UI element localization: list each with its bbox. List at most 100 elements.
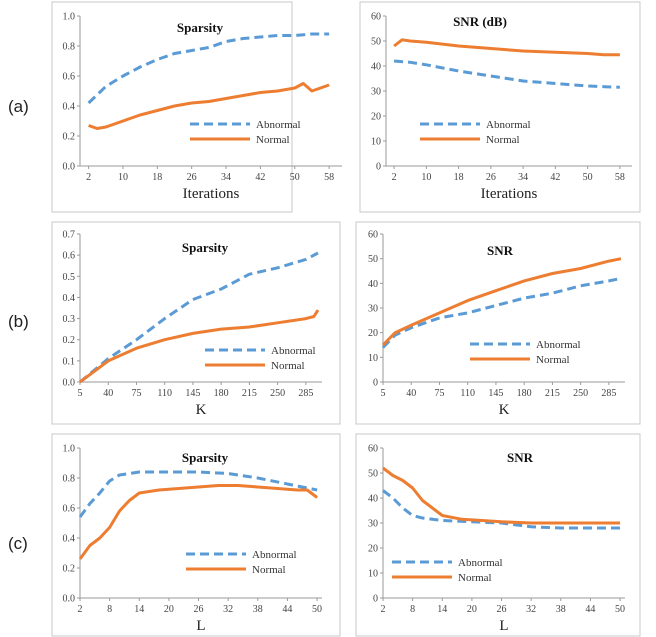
- y-tick-label: 0.8: [63, 42, 76, 53]
- x-axis-label: Iterations: [481, 186, 538, 202]
- y-tick-label: 30: [368, 304, 378, 315]
- y-tick-label: 50: [368, 469, 378, 480]
- x-tick-label: 58: [324, 172, 334, 183]
- y-tick-label: 0: [376, 162, 381, 173]
- x-tick-label: 42: [550, 172, 560, 183]
- x-tick-label: 285: [601, 388, 616, 399]
- x-tick-label: 34: [221, 172, 231, 183]
- y-tick-label: 0.4: [63, 293, 76, 304]
- series-line-normal: [88, 82, 330, 130]
- y-tick-label: 0.6: [63, 504, 76, 515]
- x-tick-label: 58: [615, 172, 625, 183]
- row-label-c: (c): [8, 534, 28, 553]
- series-line-abnormal: [78, 470, 318, 518]
- x-tick-label: 180: [517, 388, 532, 399]
- x-tick-label: 215: [545, 388, 560, 399]
- x-tick-label: 110: [157, 388, 172, 399]
- legend-label-abnormal: Abnormal: [486, 119, 531, 131]
- x-tick-label: 26: [497, 604, 507, 615]
- y-tick-label: 20: [368, 544, 378, 555]
- y-tick-label: 0.4: [63, 102, 76, 113]
- x-tick-label: 215: [242, 388, 257, 399]
- y-tick-label: 0.4: [63, 534, 76, 545]
- x-tick-label: 2: [78, 604, 83, 615]
- y-tick-label: 20: [368, 328, 378, 339]
- y-tick-label: 20: [371, 112, 381, 123]
- x-tick-label: 20: [467, 604, 477, 615]
- x-tick-label: 50: [290, 172, 300, 183]
- y-tick-label: 0.7: [63, 230, 76, 241]
- x-axis-label: L: [499, 618, 508, 634]
- x-tick-label: 34: [518, 172, 528, 183]
- chart-title: Sparsity: [182, 240, 229, 255]
- y-tick-label: 40: [368, 279, 378, 290]
- series-line-normal: [79, 309, 320, 384]
- series-line-normal: [393, 38, 620, 57]
- chart-panel-4: 0.0 0.2 0.4 0.6 0.8 1.0 2 8 14 20 26 32 38 44 50 L Spars…: [51, 433, 341, 637]
- x-tick-label: 14: [134, 604, 144, 615]
- chart-title: Sparsity: [182, 450, 229, 465]
- x-tick-label: 10: [118, 172, 128, 183]
- x-tick-label: 110: [460, 388, 475, 399]
- x-tick-label: 2: [392, 172, 397, 183]
- x-tick-label: 8: [410, 604, 415, 615]
- y-tick-label: 0.0: [63, 162, 76, 173]
- row-label-a: (a): [8, 97, 29, 116]
- y-tick-label: 0.2: [63, 132, 76, 143]
- y-tick-label: 40: [368, 494, 378, 505]
- series-line-abnormal: [393, 59, 620, 89]
- series-line-normal: [78, 484, 319, 560]
- y-tick-label: 0.1: [63, 356, 76, 367]
- x-tick-label: 2: [86, 172, 91, 183]
- y-tick-label: 1.0: [63, 12, 76, 23]
- legend-label-normal: Normal: [252, 564, 286, 576]
- y-tick-label: 60: [368, 230, 378, 241]
- y-tick-label: 10: [368, 569, 378, 580]
- y-tick-label: 60: [368, 444, 378, 455]
- x-tick-label: 32: [223, 604, 233, 615]
- legend-label-abnormal: Abnormal: [256, 119, 301, 131]
- y-tick-label: 10: [368, 353, 378, 364]
- y-tick-label: 10: [371, 137, 381, 148]
- x-tick-label: 8: [107, 604, 112, 615]
- y-tick-label: 0.6: [63, 72, 76, 83]
- x-tick-label: 10: [421, 172, 431, 183]
- y-tick-label: 0.6: [63, 251, 76, 262]
- y-tick-label: 50: [368, 254, 378, 265]
- panel-frame: [355, 221, 641, 425]
- chart-panel-5: 0 10 20 30 40 50 60 2 8 14 20 26 32 38 44 50 L SNR Abnorma…: [355, 433, 641, 637]
- y-tick-label: 30: [371, 87, 381, 98]
- x-tick-label: 2: [381, 604, 386, 615]
- x-axis-label: K: [196, 402, 207, 418]
- x-tick-label: 38: [556, 604, 566, 615]
- x-axis-label: K: [499, 402, 510, 418]
- panel-frame: [51, 221, 341, 425]
- chart-panel-2: 0.0 0.1 0.2 0.3 0.4 0.5 0.6 0.7 5 40 75 110 145 180 21…: [51, 221, 341, 425]
- y-tick-label: 50: [371, 37, 381, 48]
- x-tick-label: 145: [185, 388, 200, 399]
- x-tick-label: 40: [406, 388, 416, 399]
- series-line-normal: [382, 466, 621, 525]
- x-tick-label: 44: [585, 604, 595, 615]
- y-tick-label: 0: [373, 594, 378, 605]
- y-tick-label: 60: [371, 12, 381, 23]
- y-tick-label: 0.5: [63, 272, 76, 283]
- panel-frame: [355, 433, 641, 637]
- x-tick-label: 38: [253, 604, 263, 615]
- x-tick-label: 26: [194, 604, 204, 615]
- y-tick-label: 0.3: [63, 314, 76, 325]
- chart-title: SNR (dB): [453, 14, 507, 29]
- y-tick-label: 0.0: [63, 378, 76, 389]
- y-tick-label: 0.2: [63, 564, 76, 575]
- x-tick-label: 145: [488, 388, 503, 399]
- x-tick-label: 75: [434, 388, 444, 399]
- x-tick-label: 26: [486, 172, 496, 183]
- x-tick-label: 42: [255, 172, 265, 183]
- x-tick-label: 50: [615, 604, 625, 615]
- x-tick-label: 14: [437, 604, 447, 615]
- x-tick-label: 18: [454, 172, 464, 183]
- legend-label-normal: Normal: [458, 572, 492, 584]
- legend-label-abnormal: Abnormal: [252, 549, 297, 561]
- legend-label-normal: Normal: [256, 134, 290, 146]
